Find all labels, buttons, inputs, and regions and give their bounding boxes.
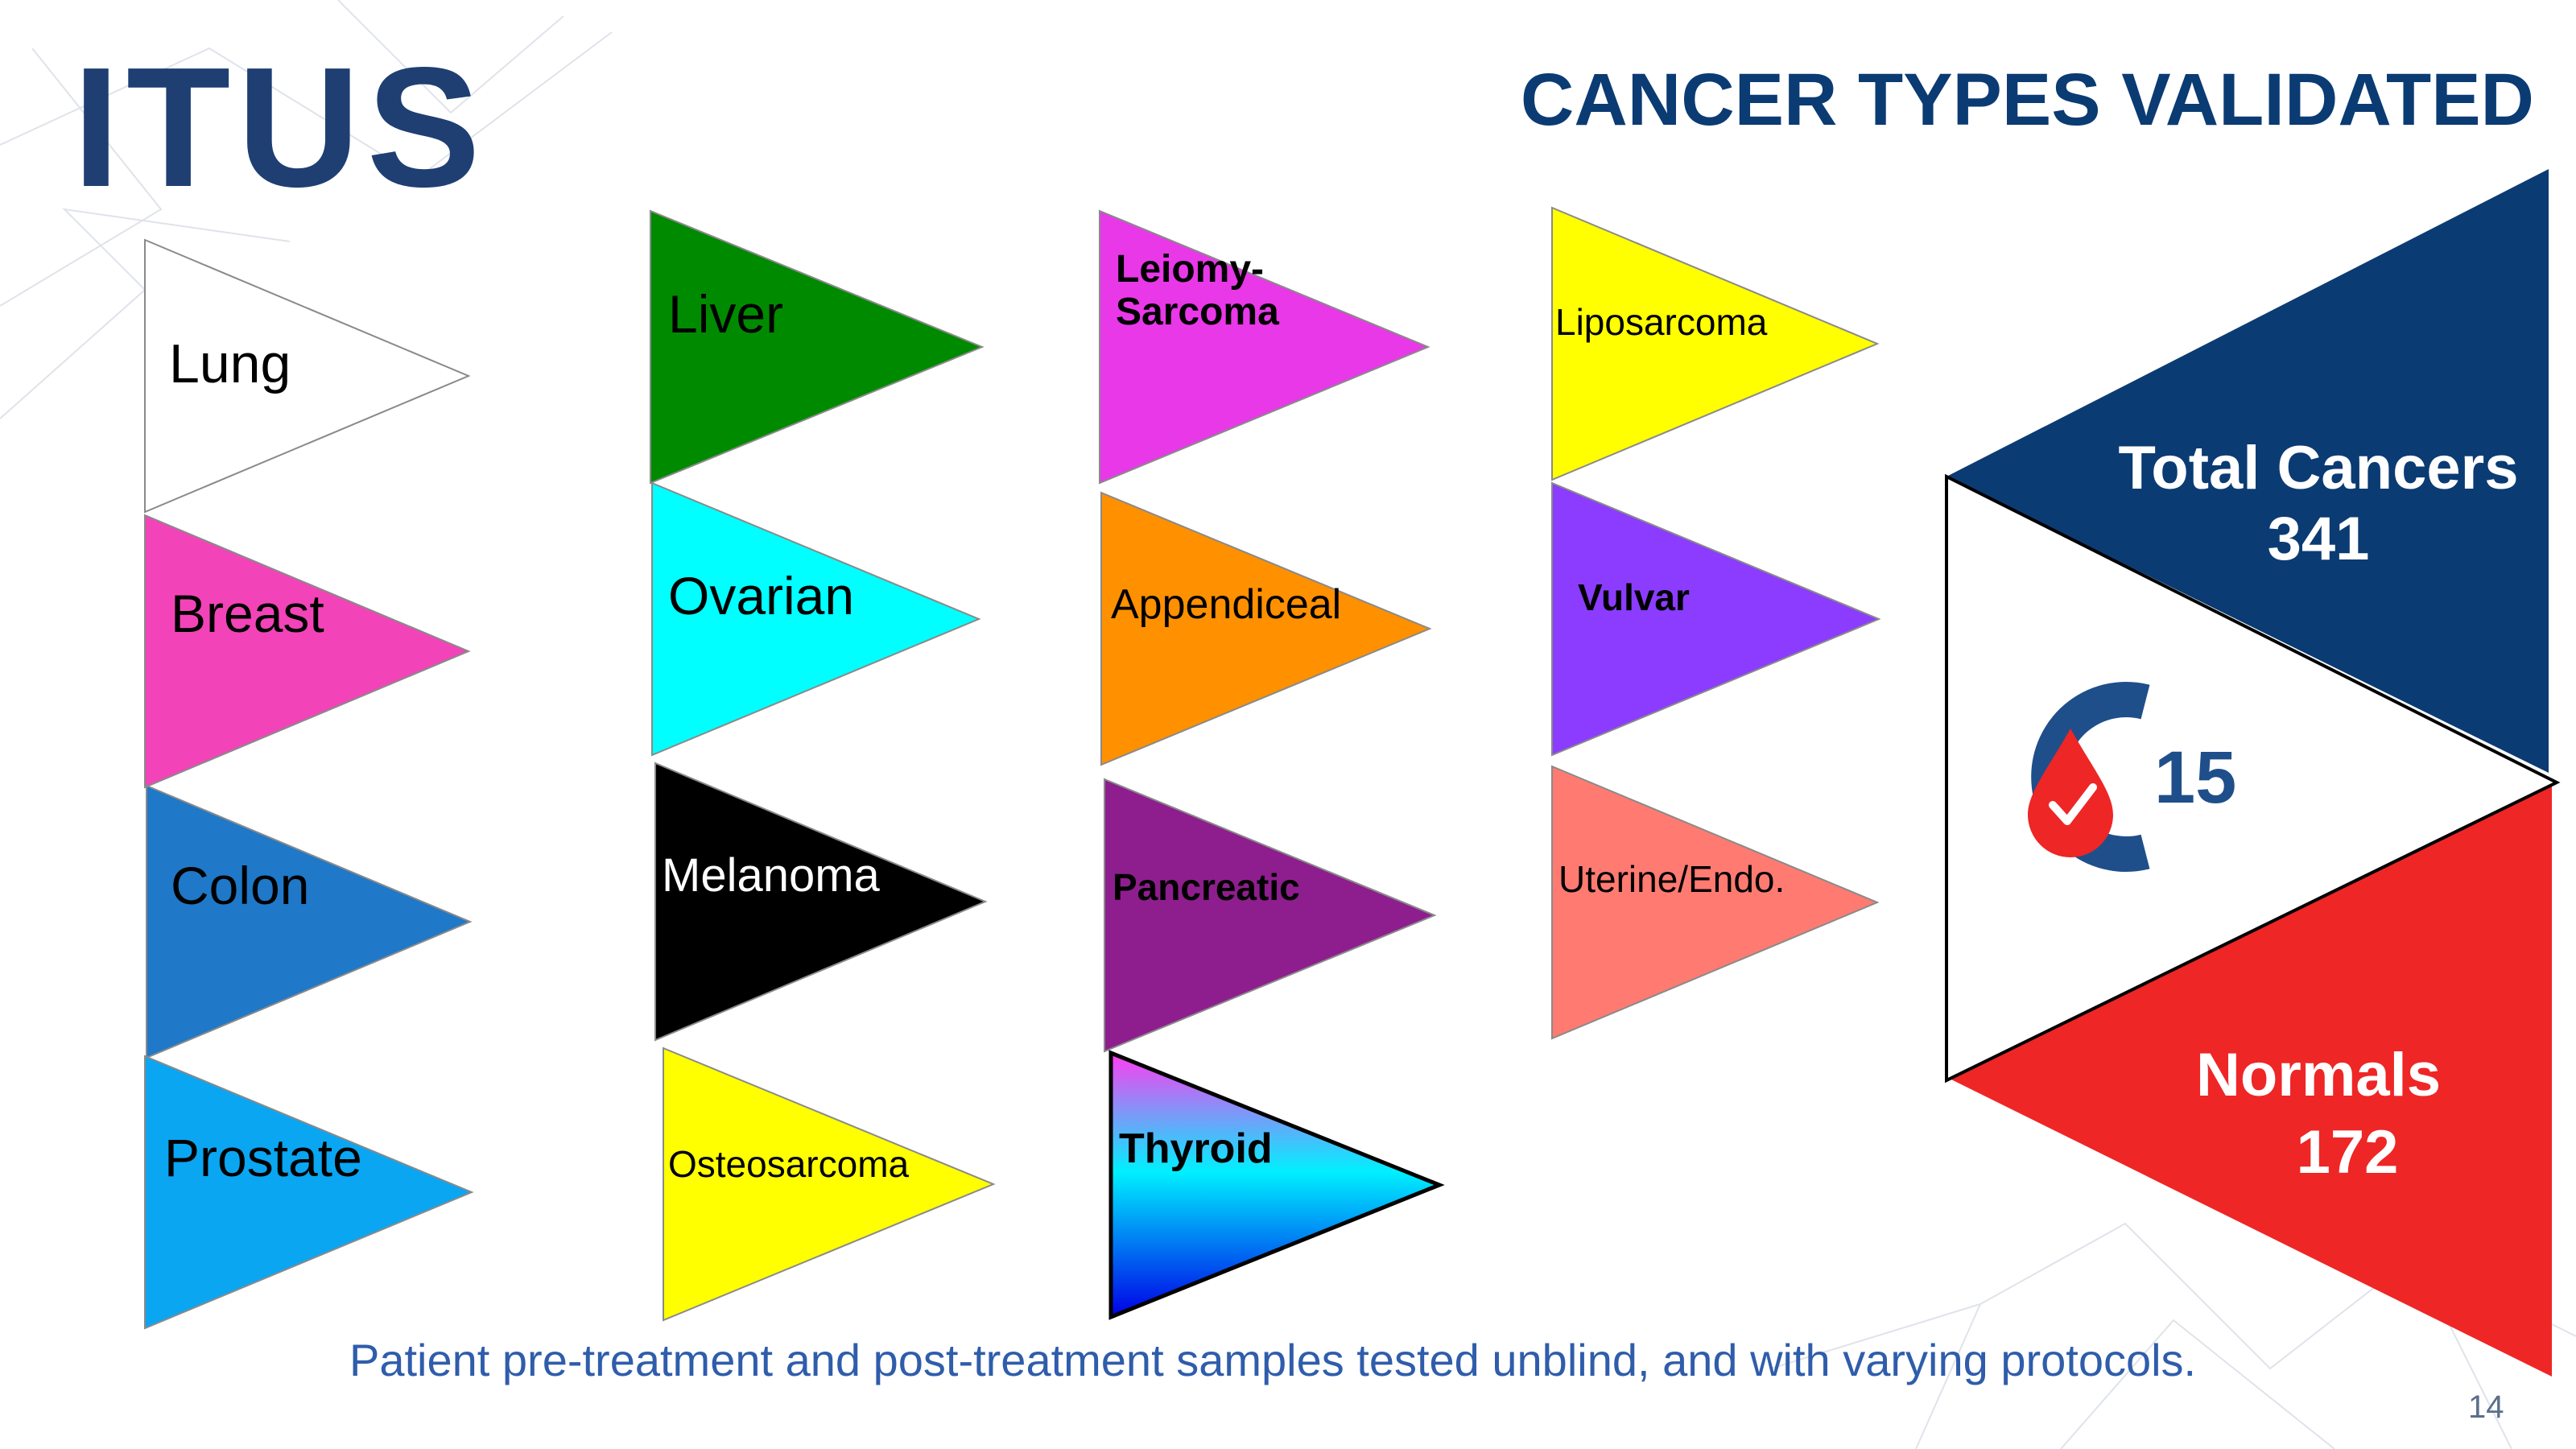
pennant-shape-lung <box>144 238 471 514</box>
pennant-melanoma <box>654 762 988 1042</box>
pennant-shape-ovarian <box>651 481 981 757</box>
pennant-label-appendiceal: Appendiceal <box>1111 581 1342 629</box>
total-cancers-label: Total Cancers <box>2118 434 2519 502</box>
pennant-shape-liposarcoma <box>1551 206 1880 481</box>
normals-triangle <box>1950 781 2552 1377</box>
pennant-shape-uterine-endo <box>1551 765 1880 1040</box>
pennant-shape-liver <box>650 209 985 485</box>
pennant-vulvar <box>1551 481 1881 757</box>
total-cancers-value: 341 <box>2267 505 2370 573</box>
pennant-shape-breast <box>144 514 471 789</box>
pennant-ovarian <box>651 481 981 757</box>
pennant-label-vulvar: Vulvar <box>1578 576 1690 618</box>
normals-label: Normals <box>2195 1041 2442 1109</box>
page-number: 14 <box>2468 1389 2504 1425</box>
pennant-shape-prostate <box>144 1055 474 1330</box>
pennant-appendiceal <box>1100 491 1432 766</box>
pennant-lung <box>144 238 471 514</box>
normals-value: 172 <box>2296 1118 2399 1187</box>
pennant-label-melanoma: Melanoma <box>662 849 880 902</box>
itus-logo: ITUS <box>72 31 487 222</box>
pennant-label-breast: Breast <box>171 583 324 643</box>
pennant-label-prostate: Prostate <box>164 1127 362 1187</box>
pennant-label-uterine-endo: Uterine/Endo. <box>1558 857 1785 900</box>
pennant-shape-pancreatic <box>1104 778 1437 1053</box>
pennant-label-pancreatic: Pancreatic <box>1113 865 1300 908</box>
c15-blood-drop-check-icon <box>2028 682 2150 872</box>
total-cancers-triangle <box>1946 169 2549 773</box>
pennant-osteosarcoma <box>663 1046 996 1322</box>
pennant-breast <box>144 514 471 789</box>
pennant-label-colon: Colon <box>171 855 310 915</box>
pennant-shape-melanoma <box>654 762 988 1042</box>
pennant-label-ovarian: Ovarian <box>668 565 855 625</box>
pennant-uterine-endo <box>1551 765 1880 1040</box>
pennant-shape-leiomy-sarcoma <box>1099 209 1430 485</box>
center-white-triangle <box>1945 473 2561 1084</box>
c15-number: 15 <box>2154 737 2237 819</box>
pennant-liposarcoma <box>1551 206 1880 481</box>
pennant-label-liver: Liver <box>668 283 784 344</box>
pennant-shape-osteosarcoma <box>663 1046 996 1322</box>
slide-title: CANCER TYPES VALIDATED <box>1520 59 2534 141</box>
pennant-label-osteosarcoma: Osteosarcoma <box>668 1142 910 1185</box>
pennant-label-thyroid: Thyroid <box>1119 1125 1273 1173</box>
pennant-leiomy-sarcoma <box>1099 209 1430 485</box>
footer-note: Patient pre-treatment and post-treatment… <box>349 1335 2197 1385</box>
pennant-label-leiomy-sarcoma: Leiomy- Sarcoma <box>1116 248 1279 333</box>
pennant-shape-appendiceal <box>1100 491 1432 766</box>
pennant-colon <box>146 784 473 1059</box>
pennant-thyroid <box>1108 1050 1445 1320</box>
pennant-prostate <box>144 1055 474 1330</box>
pennant-pancreatic <box>1104 778 1437 1053</box>
pennant-label-lung: Lung <box>169 332 291 394</box>
pennant-shape-colon <box>146 784 473 1059</box>
pennant-label-liposarcoma: Liposarcoma <box>1555 300 1768 343</box>
pennant-shape-vulvar <box>1551 481 1881 757</box>
pennant-liver <box>650 209 985 485</box>
pennant-shape-thyroid <box>1108 1050 1445 1320</box>
